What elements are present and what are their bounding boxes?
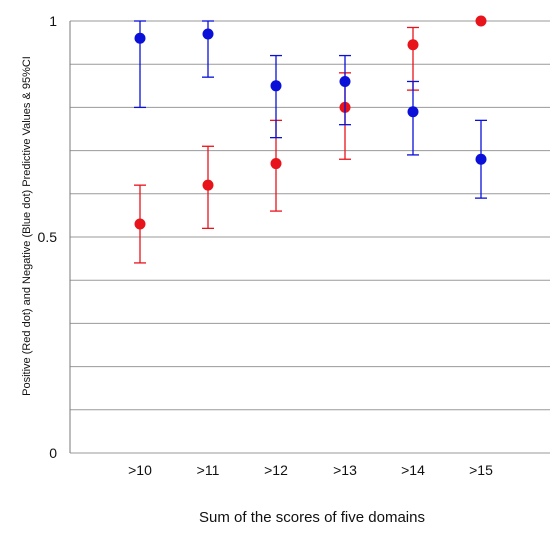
x-tick-labels: >10 >11 >12 >13 >14 >15	[128, 462, 493, 478]
data-point	[202, 179, 214, 191]
data-point	[202, 28, 214, 40]
series-layer	[134, 15, 487, 264]
y-tick-label: 1	[49, 13, 57, 29]
y-tick-label: 0	[49, 445, 57, 461]
x-tick-label: >12	[264, 462, 288, 478]
data-point	[407, 106, 419, 118]
x-tick-label: >10	[128, 462, 152, 478]
data-point	[407, 39, 419, 51]
x-tick-label: >15	[469, 462, 493, 478]
y-tick-label: 0.5	[38, 229, 58, 245]
data-point	[134, 218, 146, 230]
x-tick-label: >14	[401, 462, 425, 478]
data-point	[339, 75, 351, 87]
data-point	[270, 158, 282, 170]
data-point	[475, 15, 487, 27]
x-tick-label: >13	[333, 462, 357, 478]
y-tick-labels: 00.51	[38, 13, 58, 461]
x-axis-label: Sum of the scores of five domains	[199, 509, 425, 526]
x-tick-label: >11	[197, 462, 220, 478]
gridlines	[70, 20, 550, 454]
data-point	[475, 153, 487, 165]
data-point	[134, 32, 146, 44]
y-axis-label: Positive (Red dot) and Negative (Blue do…	[21, 56, 33, 396]
data-point	[270, 80, 282, 92]
series-blue	[134, 20, 487, 199]
series-red	[134, 15, 487, 264]
